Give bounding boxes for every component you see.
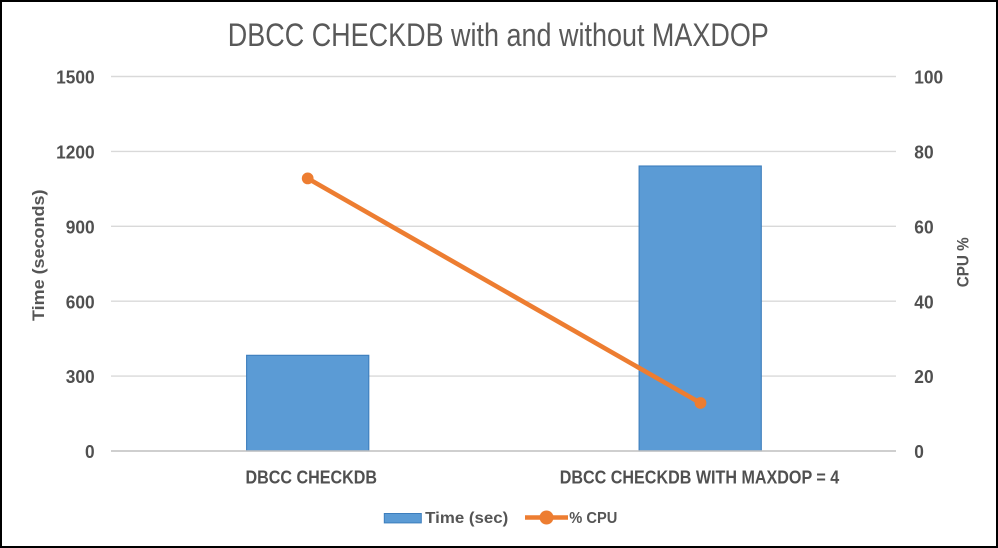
- svg-text:40: 40: [914, 292, 933, 312]
- svg-text:20: 20: [914, 367, 933, 387]
- svg-text:Time (sec): Time (sec): [425, 510, 508, 527]
- svg-text:1200: 1200: [56, 143, 95, 163]
- svg-text:DBCC CHECKDB with and without: DBCC CHECKDB with and without MAXDOP: [228, 17, 769, 53]
- svg-text:DBCC CHECKDB WITH MAXDOP = 4: DBCC CHECKDB WITH MAXDOP = 4: [560, 467, 840, 488]
- svg-text:60: 60: [914, 217, 933, 237]
- svg-text:600: 600: [66, 292, 95, 312]
- svg-text:80: 80: [914, 143, 933, 163]
- svg-text:900: 900: [66, 217, 95, 237]
- svg-text:DBCC CHECKDB: DBCC CHECKDB: [246, 467, 378, 488]
- svg-text:300: 300: [66, 367, 95, 387]
- svg-text:0: 0: [85, 442, 95, 462]
- svg-text:0: 0: [914, 442, 924, 462]
- svg-text:1500: 1500: [56, 68, 95, 88]
- svg-text:CPU %: CPU %: [953, 237, 972, 287]
- svg-text:Time (seconds): Time (seconds): [29, 190, 48, 321]
- svg-text:100: 100: [914, 68, 943, 88]
- svg-text:% CPU: % CPU: [569, 510, 617, 527]
